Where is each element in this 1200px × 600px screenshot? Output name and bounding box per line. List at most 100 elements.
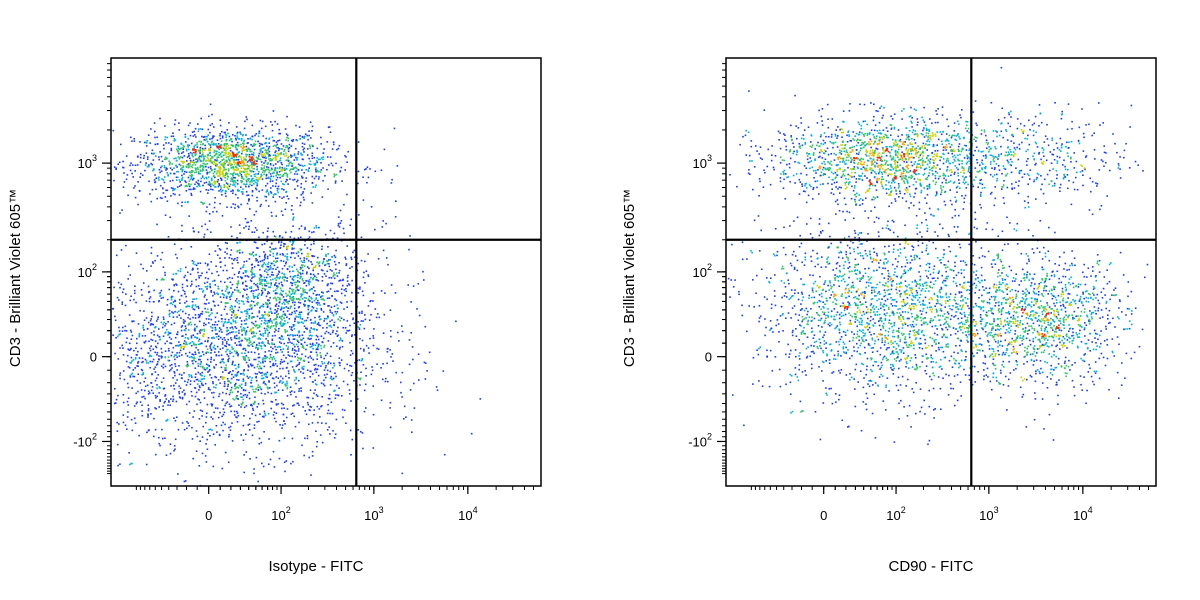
event-dot bbox=[178, 385, 180, 387]
event-dot bbox=[424, 325, 427, 328]
event-dot bbox=[224, 151, 226, 154]
event-dot bbox=[214, 176, 216, 179]
event-dot bbox=[327, 315, 329, 317]
event-dot bbox=[184, 329, 186, 331]
event-dot bbox=[171, 311, 173, 313]
event-dot bbox=[255, 156, 258, 159]
event-dot bbox=[207, 364, 209, 366]
event-dot bbox=[321, 361, 323, 363]
event-dot bbox=[184, 320, 186, 322]
event-dot bbox=[282, 173, 285, 176]
event-dot bbox=[245, 330, 248, 332]
event-dot bbox=[367, 305, 370, 307]
event-dot bbox=[363, 350, 365, 352]
event-dot bbox=[141, 410, 143, 412]
event-dot bbox=[222, 172, 224, 174]
event-dot bbox=[171, 363, 173, 366]
event-dot bbox=[312, 186, 314, 188]
event-dot bbox=[271, 124, 274, 126]
event-dot bbox=[144, 358, 147, 361]
event-dot bbox=[318, 261, 321, 263]
event-dot bbox=[251, 124, 254, 127]
event-dot bbox=[250, 365, 253, 367]
event-dot bbox=[155, 408, 157, 410]
event-dot bbox=[137, 155, 139, 158]
event-dot bbox=[311, 343, 314, 346]
event-dot bbox=[301, 366, 303, 369]
event-dot bbox=[189, 159, 192, 162]
event-dot bbox=[271, 358, 274, 361]
event-dot bbox=[194, 323, 196, 326]
event-dot bbox=[203, 368, 206, 370]
event-dot bbox=[220, 147, 223, 149]
event-dot bbox=[308, 134, 310, 137]
event-dot bbox=[470, 432, 473, 435]
event-dot bbox=[208, 148, 210, 150]
event-dot bbox=[186, 279, 188, 282]
event-dot bbox=[338, 316, 341, 318]
event-dot bbox=[313, 255, 315, 258]
event-dot bbox=[137, 373, 139, 375]
event-dot bbox=[227, 147, 230, 149]
event-dot bbox=[208, 213, 211, 215]
event-dot bbox=[223, 144, 226, 147]
event-dot bbox=[178, 122, 180, 124]
event-dot bbox=[143, 341, 145, 344]
event-dot bbox=[184, 312, 187, 315]
event-dot bbox=[246, 178, 249, 181]
event-dot bbox=[329, 131, 332, 133]
event-dot bbox=[240, 203, 242, 206]
event-dot bbox=[288, 162, 290, 165]
event-dot bbox=[233, 180, 235, 182]
event-dot bbox=[164, 356, 167, 359]
event-dot bbox=[243, 143, 245, 145]
event-dot bbox=[341, 180, 343, 182]
event-dot bbox=[236, 301, 239, 304]
event-dot bbox=[184, 201, 186, 204]
event-dot bbox=[318, 315, 321, 318]
event-dot bbox=[240, 156, 242, 158]
event-dot bbox=[170, 398, 172, 400]
event-dot bbox=[221, 131, 223, 133]
event-dot bbox=[161, 160, 164, 163]
event-dot bbox=[260, 161, 263, 163]
event-dot bbox=[184, 343, 187, 346]
event-dot bbox=[220, 354, 223, 356]
event-dot bbox=[236, 395, 238, 397]
event-dot bbox=[245, 116, 248, 118]
event-dot bbox=[222, 347, 224, 349]
event-dot bbox=[276, 171, 278, 173]
event-dot bbox=[163, 147, 165, 150]
event-dot bbox=[217, 416, 220, 419]
event-dot bbox=[236, 131, 239, 134]
event-dot bbox=[224, 320, 227, 323]
event-dot bbox=[178, 373, 181, 376]
event-dot bbox=[380, 367, 382, 369]
event-dot bbox=[205, 323, 207, 326]
event-dot bbox=[219, 173, 222, 176]
event-dot bbox=[251, 321, 253, 324]
event-dot bbox=[279, 253, 281, 256]
event-dot bbox=[206, 171, 208, 174]
event-dot bbox=[258, 145, 261, 147]
event-dot bbox=[246, 394, 249, 397]
event-dot bbox=[186, 361, 189, 363]
event-dot bbox=[363, 389, 366, 392]
event-dot bbox=[327, 409, 330, 412]
event-dot bbox=[186, 164, 189, 166]
event-dot bbox=[240, 323, 243, 326]
event-dot bbox=[227, 461, 230, 464]
event-dot bbox=[209, 165, 212, 168]
event-dot bbox=[250, 304, 253, 306]
event-dot bbox=[304, 240, 306, 242]
event-dot bbox=[262, 169, 265, 172]
event-dot bbox=[186, 156, 189, 158]
event-dot bbox=[258, 178, 261, 181]
event-dot bbox=[305, 297, 307, 299]
event-dot bbox=[240, 143, 242, 146]
event-dot bbox=[229, 327, 232, 329]
event-dot bbox=[168, 359, 171, 362]
event-dot bbox=[171, 278, 173, 280]
event-dot bbox=[298, 313, 300, 316]
event-dot bbox=[231, 346, 233, 348]
